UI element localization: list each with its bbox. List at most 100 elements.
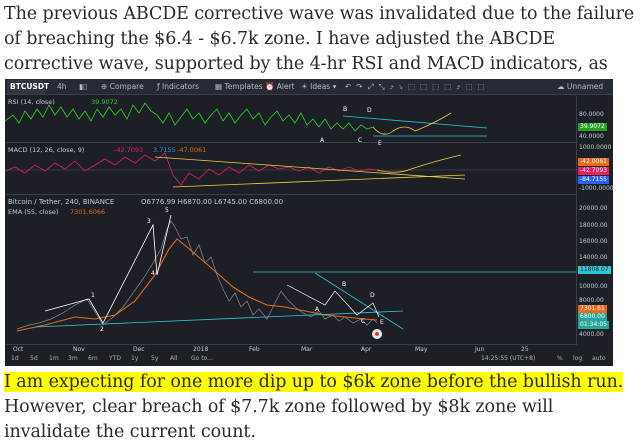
price-axis-14000: 14000.00 xyxy=(579,254,608,261)
macd-label: MACD (12, 26, close, 9) xyxy=(8,146,85,154)
percent-scale-toggle[interactable]: % xyxy=(557,355,563,362)
range-5d[interactable]: 5d xyxy=(30,355,38,362)
time-label-may: May xyxy=(415,346,428,353)
wave-label-5: 5 xyxy=(165,207,169,214)
function-icon: ƒ xyxy=(157,82,160,91)
macd-axis[interactable]: 1000.0000 -42.0061 -42.7093 -84.7155 -10… xyxy=(576,143,613,195)
price-axis-10000: 10000.00 xyxy=(579,283,608,290)
range-1y[interactable]: 1y xyxy=(131,355,139,362)
macd-axis-bottom: -1000.0000 xyxy=(579,185,613,192)
time-label-apr: Apr xyxy=(361,346,372,353)
price-resistance-trendline xyxy=(314,272,404,330)
highlighted-sentence: I am expecting for one more dip up to $6… xyxy=(4,372,624,392)
rsi-resistance-trendline xyxy=(342,115,488,129)
wave-label-2: 2 xyxy=(100,326,104,333)
price-tag-ema: 7301.61 xyxy=(578,305,607,313)
alarm-icon: ⏰ xyxy=(265,82,275,91)
rsi-axis-40: 40.0000 xyxy=(579,133,604,140)
templates-button[interactable]: ▦ Templates xyxy=(215,81,263,93)
rsi-wave-b: B xyxy=(343,106,347,113)
rsi-wave-a: A xyxy=(320,137,325,144)
ema-line xyxy=(16,238,378,332)
macd-value-1: -42.7093 xyxy=(114,146,144,154)
range-all[interactable]: All xyxy=(170,355,178,362)
log-scale-toggle[interactable]: log xyxy=(573,355,583,362)
rsi-pane[interactable] xyxy=(5,96,576,143)
rsi-axis[interactable]: 80.0000 39.9072 40.0000 xyxy=(576,96,613,143)
range-6m[interactable]: 6m xyxy=(88,355,98,362)
compare-button[interactable]: ⊕ Compare xyxy=(101,81,144,93)
alert-button[interactable]: ⏰ Alert xyxy=(265,81,295,93)
rsi-line xyxy=(5,102,374,132)
templates-label: Templates xyxy=(224,82,263,91)
indicators-button[interactable]: ƒ Indicators xyxy=(157,81,199,93)
corrective-wave-line xyxy=(286,284,380,318)
cloud-icon: ☁ xyxy=(557,82,565,91)
price-wave-d: D xyxy=(370,292,375,299)
rsi-wave-d: D xyxy=(367,107,372,114)
rsi-value: 39.9072 xyxy=(91,98,118,106)
price-tag-resistance: 11808.07 xyxy=(578,266,611,274)
rsi-axis-80: 80.0000 xyxy=(579,111,604,118)
macd-upper-trendline xyxy=(154,156,466,180)
time-label-feb: Feb xyxy=(249,346,260,353)
range-3m[interactable]: 3m xyxy=(68,355,78,362)
range-ytd[interactable]: YTD xyxy=(109,355,121,362)
grid-icon: ▦ xyxy=(215,82,223,91)
chart-style-icon[interactable]: ▮▯ xyxy=(79,82,88,91)
range-1d[interactable]: 1d xyxy=(11,355,19,362)
rsi-label: RSI (14, close) xyxy=(8,98,55,106)
price-axis-18000: 18000.00 xyxy=(579,222,608,229)
macd-value-2: 3.7155 xyxy=(153,146,176,154)
drawing-tools-icons[interactable]: ↶↷⤢⤡⤴⤵⬚⬚⬚⬚⤴⬚⬚ xyxy=(345,82,490,91)
price-axis[interactable]: 20000.00 18000.00 16000.00 14000.00 1180… xyxy=(576,195,613,345)
auto-scale-toggle[interactable]: auto xyxy=(592,355,606,362)
macd-lower-trendline xyxy=(172,174,466,188)
macd-line xyxy=(5,152,378,186)
clock-readout: 14:25:55 (UTC+8) xyxy=(481,355,536,362)
time-label-mar: Mar xyxy=(301,346,313,353)
rsi-projection-path xyxy=(372,112,452,135)
time-label-2018: 2018 xyxy=(193,346,209,353)
time-label-25: 25 xyxy=(521,346,529,353)
price-pane[interactable] xyxy=(5,195,576,345)
price-axis-8000: 8000.00 xyxy=(579,297,604,304)
symbol-search-button[interactable]: BTCUSDT xyxy=(7,80,49,94)
ohlc-readout: O6776.99 H6870.00 L6745.00 C6800.00 xyxy=(141,198,284,206)
price-tag-last: 6800.00 xyxy=(578,313,607,321)
macd-pane[interactable] xyxy=(5,143,576,195)
price-wave-e: E xyxy=(380,319,384,326)
chart-drawing[interactable]: A B C D E 1 2 3 4 5 A B C D E xyxy=(5,79,576,345)
range-1m[interactable]: 1m xyxy=(49,355,59,362)
layout-name: Unnamed xyxy=(566,82,604,91)
price-wave-a: A xyxy=(315,306,320,313)
macd-value-3: -47.0061 xyxy=(177,146,207,154)
price-label: Bitcoin / Tether, 240, BINANCE xyxy=(8,198,115,206)
time-label-jun: Jun xyxy=(475,346,485,353)
layout-name-button[interactable]: ☁ Unnamed xyxy=(557,81,603,93)
time-label-nov: Nov xyxy=(73,346,85,353)
price-support-trendline xyxy=(34,310,404,328)
alert-label: Alert xyxy=(276,82,295,91)
ema-value: 7301.6066 xyxy=(70,208,106,216)
price-axis-20000: 20000.00 xyxy=(579,205,608,212)
range-5y[interactable]: 5y xyxy=(151,355,159,362)
wave-label-1: 1 xyxy=(91,292,95,299)
outro-rest: However, clear breach of $7.7k zone foll… xyxy=(4,397,554,442)
macd-tag-1: -42.0061 xyxy=(578,158,609,166)
macd-projection-path xyxy=(376,154,462,173)
goto-date-button[interactable]: Go to... xyxy=(191,355,213,362)
time-label-dec: Dec xyxy=(133,346,145,353)
ideas-button[interactable]: ☀ Ideas ▾ xyxy=(301,82,337,91)
time-label-oct: Oct xyxy=(13,346,24,353)
macd-tag-2: -42.7093 xyxy=(578,167,609,175)
price-tag-countdown: 01:34:05 xyxy=(578,321,609,329)
interval-button[interactable]: 4h xyxy=(57,82,67,91)
tradingview-chart[interactable]: BTCUSDT 4h ▮▯ ⊕ Compare ƒ Indicators ▦ T… xyxy=(5,79,613,366)
wave-label-4: 4 xyxy=(151,270,155,277)
ema-label: EMA (55, close) xyxy=(8,208,59,216)
compare-label: Compare xyxy=(109,82,144,91)
rsi-value-tag: 39.9072 xyxy=(578,123,607,131)
rsi-wave-e: E xyxy=(378,140,382,147)
price-wave-b: B xyxy=(342,281,346,288)
